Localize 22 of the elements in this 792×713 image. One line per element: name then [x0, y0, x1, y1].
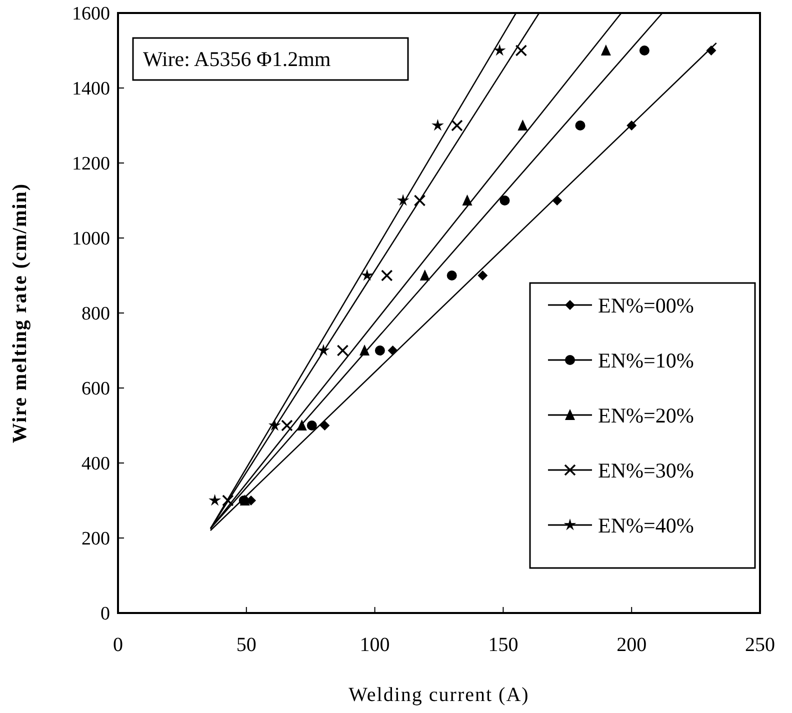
- y-tick-label: 600: [82, 378, 110, 400]
- x-tick-label: 150: [488, 634, 518, 656]
- y-tick-label: 1400: [72, 78, 110, 100]
- y-tick-label: 200: [82, 528, 110, 550]
- y-tick-label: 1200: [72, 154, 110, 175]
- legend-label: EN%=00%: [598, 293, 694, 318]
- x-axis-title: Welding current (A): [348, 684, 530, 706]
- legend-label: EN%=10%: [598, 348, 694, 372]
- x-tick-label: 250: [745, 634, 775, 656]
- y-tick-label: 1000: [72, 228, 110, 250]
- legend-label: EN%=40%: [598, 513, 694, 538]
- y-tick-label: 800: [82, 304, 110, 325]
- y-axis-title: Wire melting rate (cm/min): [9, 182, 31, 444]
- legend-label: EN%=30%: [598, 458, 694, 482]
- x-tick-label: 50: [236, 634, 256, 656]
- y-tick-label: 1600: [72, 4, 110, 25]
- x-tick-label: 100: [360, 634, 390, 656]
- annotation: Wire: A5356 Φ1.2mm: [143, 47, 331, 71]
- y-tick-label: 400: [82, 454, 110, 475]
- y-tick-label: 0: [100, 604, 110, 625]
- x-tick-label: 200: [616, 634, 647, 656]
- legend-label: EN%=20%: [598, 403, 694, 428]
